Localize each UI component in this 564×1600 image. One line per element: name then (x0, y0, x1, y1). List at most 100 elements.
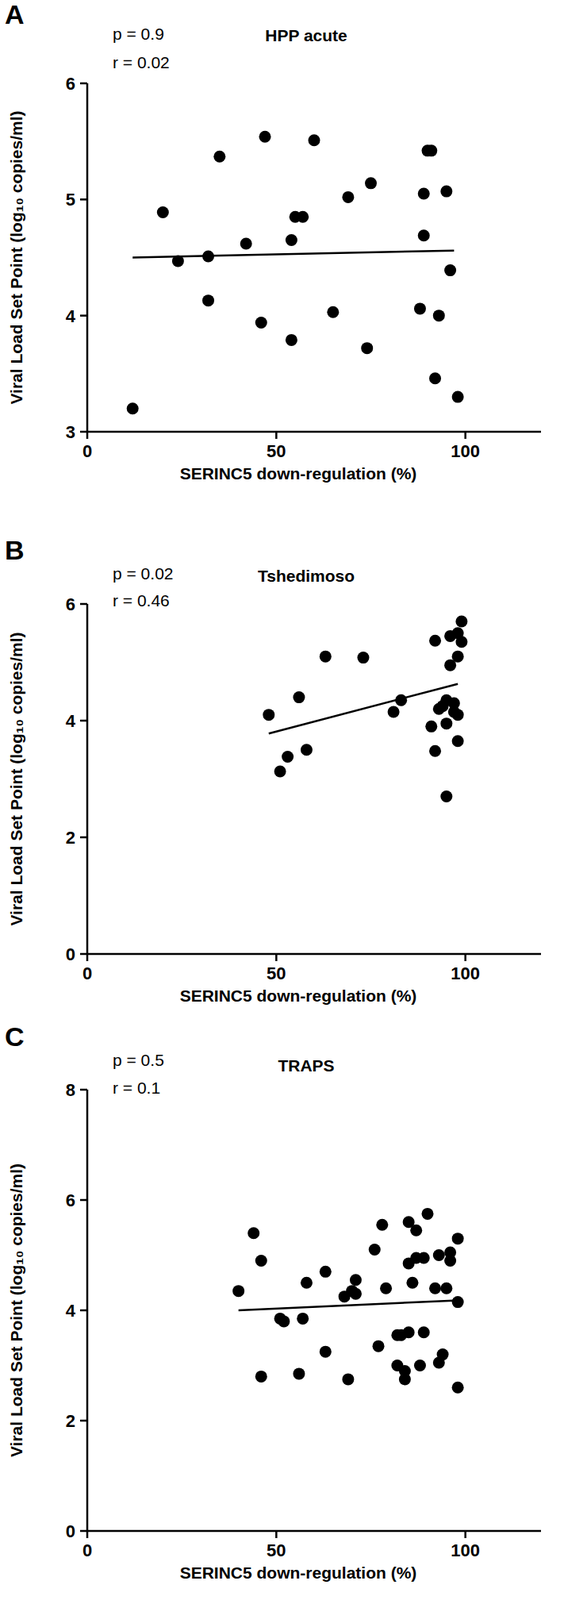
point (341, 1372, 354, 1385)
y-tick-label: 2 (65, 827, 76, 848)
point (414, 1358, 426, 1371)
point (300, 743, 313, 756)
annotation: p = 0.9 (112, 24, 165, 43)
point (444, 1254, 457, 1267)
annotation: r = 0.1 (112, 1078, 161, 1097)
point (425, 144, 438, 157)
point (349, 1273, 362, 1286)
point (285, 333, 298, 346)
point (433, 1248, 446, 1261)
point (372, 1339, 385, 1352)
point (452, 1295, 465, 1308)
point (213, 150, 226, 163)
point (232, 1284, 245, 1297)
point (448, 696, 461, 709)
y-tick-label: 5 (65, 189, 76, 210)
point (376, 1218, 388, 1231)
y-tick-label: 6 (65, 594, 76, 614)
y-label: Viral Load Set Point (log₁₀ copies/ml) (7, 631, 26, 925)
y-tick (80, 952, 88, 956)
point (452, 734, 465, 747)
point (356, 651, 369, 664)
point (452, 650, 465, 663)
point (326, 306, 339, 319)
point (262, 708, 275, 721)
y-axis (86, 603, 89, 954)
figure: AHPP acutep = 0.9r = 0.023456050100SERIN… (0, 0, 564, 1600)
annotation: r = 0.46 (112, 590, 170, 610)
point (429, 744, 442, 757)
point (277, 1314, 290, 1327)
point (440, 185, 453, 198)
x-tick-label: 0 (82, 963, 93, 983)
x-tick (86, 953, 89, 961)
point (440, 1281, 453, 1294)
point (379, 1281, 392, 1294)
point (247, 1226, 260, 1239)
trend-line (238, 1299, 458, 1310)
x-label: SERINC5 down-regulation (%) (180, 986, 418, 1005)
y-tick-label: 0 (65, 943, 76, 964)
y-axis (86, 83, 89, 432)
point (452, 1231, 465, 1244)
y-label: Viral Load Set Point (log₁₀ copies/ml) (7, 110, 26, 404)
point (437, 1347, 449, 1360)
x-tick-label: 50 (266, 441, 286, 461)
point (240, 237, 253, 250)
y-tick (80, 719, 88, 722)
point (387, 705, 400, 718)
point (368, 1243, 381, 1255)
point (319, 1265, 332, 1278)
point (422, 1207, 434, 1220)
annotation: p = 0.5 (112, 1050, 165, 1069)
x-tick (464, 1530, 467, 1538)
point (406, 1276, 419, 1289)
x-tick (86, 431, 89, 439)
x-tick-label: 50 (266, 963, 286, 983)
annotation: r = 0.02 (112, 53, 170, 72)
point (429, 634, 442, 647)
y-tick-label: 6 (65, 73, 76, 94)
point (410, 1223, 423, 1236)
x-tick-label: 0 (82, 1539, 93, 1560)
point (452, 1381, 465, 1393)
y-tick (80, 82, 88, 85)
point (440, 717, 453, 729)
point (455, 615, 468, 628)
title: HPP acute (264, 26, 348, 45)
trend-line (132, 250, 454, 258)
x-label: SERINC5 down-regulation (%) (180, 464, 418, 483)
x-tick (464, 953, 467, 961)
y-tick (80, 602, 88, 606)
point (259, 130, 272, 143)
point (296, 211, 309, 223)
panel: BTshedimosop = 0.02r = 0.460246050100SER… (4, 534, 541, 1005)
point (429, 372, 442, 384)
point (429, 1281, 442, 1294)
point (360, 341, 373, 354)
point (319, 1345, 332, 1358)
point (341, 191, 354, 204)
x-axis (87, 1529, 541, 1532)
point (418, 1250, 430, 1263)
point (255, 1369, 268, 1382)
y-tick (80, 314, 88, 317)
point (319, 650, 332, 663)
point (418, 1325, 430, 1338)
y-tick (80, 836, 88, 839)
point (433, 309, 446, 322)
title: Tshedimoso (257, 566, 355, 585)
point (414, 302, 426, 315)
x-tick-label: 0 (82, 441, 93, 461)
x-tick (275, 1530, 278, 1538)
x-label: SERINC5 down-regulation (%) (180, 1562, 418, 1581)
point (281, 750, 294, 763)
point (274, 764, 287, 777)
x-tick (275, 431, 278, 439)
plot-area (232, 1207, 464, 1393)
point (444, 264, 457, 277)
y-label: Viral Load Set Point (log₁₀ copies/ml) (7, 1162, 26, 1457)
x-tick-label: 100 (450, 963, 480, 983)
x-tick-label: 100 (450, 1539, 480, 1560)
x-tick (275, 953, 278, 961)
